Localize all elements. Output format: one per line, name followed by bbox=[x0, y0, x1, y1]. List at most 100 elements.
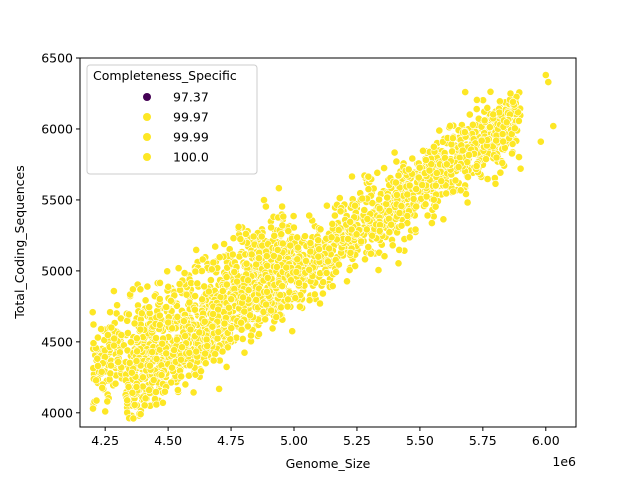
data-point bbox=[421, 200, 430, 209]
data-point bbox=[515, 153, 523, 161]
data-point bbox=[315, 245, 323, 254]
data-point bbox=[472, 96, 481, 104]
data-point bbox=[422, 192, 431, 201]
data-point bbox=[136, 285, 145, 294]
data-point bbox=[411, 225, 420, 234]
data-point bbox=[117, 331, 126, 339]
data-point bbox=[463, 173, 472, 181]
data-point bbox=[310, 290, 319, 299]
legend-entry-label: 99.97 bbox=[173, 110, 209, 125]
data-point bbox=[314, 252, 323, 261]
data-point bbox=[509, 98, 517, 106]
data-point bbox=[408, 154, 417, 163]
data-point bbox=[152, 354, 161, 363]
y-tick-label: 4000 bbox=[41, 405, 73, 420]
legend-entry-label: 97.37 bbox=[173, 90, 209, 105]
data-point bbox=[463, 158, 472, 167]
data-point bbox=[449, 187, 458, 196]
data-point bbox=[274, 184, 283, 193]
data-point bbox=[98, 383, 107, 392]
data-point bbox=[460, 128, 469, 137]
data-point bbox=[262, 300, 270, 309]
data-point bbox=[215, 253, 224, 262]
data-point bbox=[156, 278, 164, 287]
data-point bbox=[352, 230, 361, 239]
data-point bbox=[403, 190, 412, 199]
data-point bbox=[263, 261, 271, 270]
data-point bbox=[148, 348, 157, 356]
data-point bbox=[168, 324, 177, 333]
data-point bbox=[214, 305, 222, 314]
data-point bbox=[322, 268, 331, 277]
data-point bbox=[89, 339, 98, 348]
data-point bbox=[252, 295, 261, 304]
data-point bbox=[94, 361, 102, 370]
data-point bbox=[375, 195, 383, 204]
data-point bbox=[267, 223, 275, 232]
data-point bbox=[392, 190, 401, 199]
data-point bbox=[472, 162, 481, 170]
plot-frame bbox=[79, 57, 577, 428]
data-point bbox=[178, 343, 186, 352]
data-point bbox=[465, 151, 473, 159]
data-point bbox=[200, 282, 209, 291]
data-point bbox=[387, 220, 396, 229]
data-point bbox=[394, 259, 403, 268]
data-point bbox=[515, 117, 523, 125]
data-point bbox=[499, 137, 507, 146]
data-point bbox=[330, 211, 339, 220]
data-point bbox=[496, 168, 505, 177]
data-point bbox=[364, 243, 373, 251]
data-point bbox=[347, 225, 356, 234]
data-point bbox=[368, 231, 377, 240]
data-point bbox=[277, 230, 286, 239]
data-point bbox=[364, 185, 373, 194]
data-point bbox=[463, 198, 472, 207]
data-point bbox=[363, 215, 372, 223]
data-point bbox=[514, 108, 522, 117]
data-point bbox=[454, 163, 463, 171]
data-point bbox=[432, 169, 441, 177]
data-point bbox=[162, 349, 171, 358]
data-point bbox=[368, 199, 377, 207]
x-tick-label: 5.00 bbox=[280, 433, 308, 448]
data-point bbox=[110, 334, 119, 343]
data-point bbox=[164, 282, 173, 291]
data-point bbox=[213, 334, 222, 343]
data-point bbox=[549, 122, 558, 130]
data-point bbox=[288, 327, 297, 336]
data-point bbox=[328, 219, 337, 228]
data-point bbox=[395, 209, 404, 217]
data-point bbox=[383, 193, 392, 202]
data-point bbox=[385, 206, 394, 215]
data-point bbox=[204, 287, 213, 296]
data-point bbox=[278, 202, 286, 211]
data-point bbox=[357, 237, 366, 246]
data-point bbox=[220, 319, 229, 328]
data-point bbox=[152, 400, 161, 409]
data-point bbox=[516, 164, 525, 173]
data-point bbox=[336, 207, 345, 216]
data-point bbox=[110, 341, 118, 350]
data-point bbox=[361, 255, 369, 264]
data-point bbox=[267, 306, 275, 315]
data-point bbox=[293, 233, 302, 242]
data-point bbox=[415, 163, 424, 172]
data-point bbox=[261, 315, 270, 324]
data-point bbox=[483, 104, 492, 112]
x-offset-text: 1e6 bbox=[552, 454, 576, 469]
data-point bbox=[382, 200, 391, 208]
data-point bbox=[334, 260, 343, 269]
data-point bbox=[261, 202, 270, 211]
data-point bbox=[305, 265, 314, 274]
data-point bbox=[272, 262, 281, 271]
data-point bbox=[397, 221, 406, 230]
data-point bbox=[425, 166, 434, 175]
data-point bbox=[222, 362, 231, 371]
data-point bbox=[491, 179, 500, 188]
legend-title: Completeness_Specific bbox=[93, 68, 237, 83]
data-point bbox=[429, 195, 438, 204]
y-tick-label: 6000 bbox=[41, 121, 73, 136]
data-point bbox=[294, 243, 302, 252]
data-point bbox=[211, 242, 220, 251]
